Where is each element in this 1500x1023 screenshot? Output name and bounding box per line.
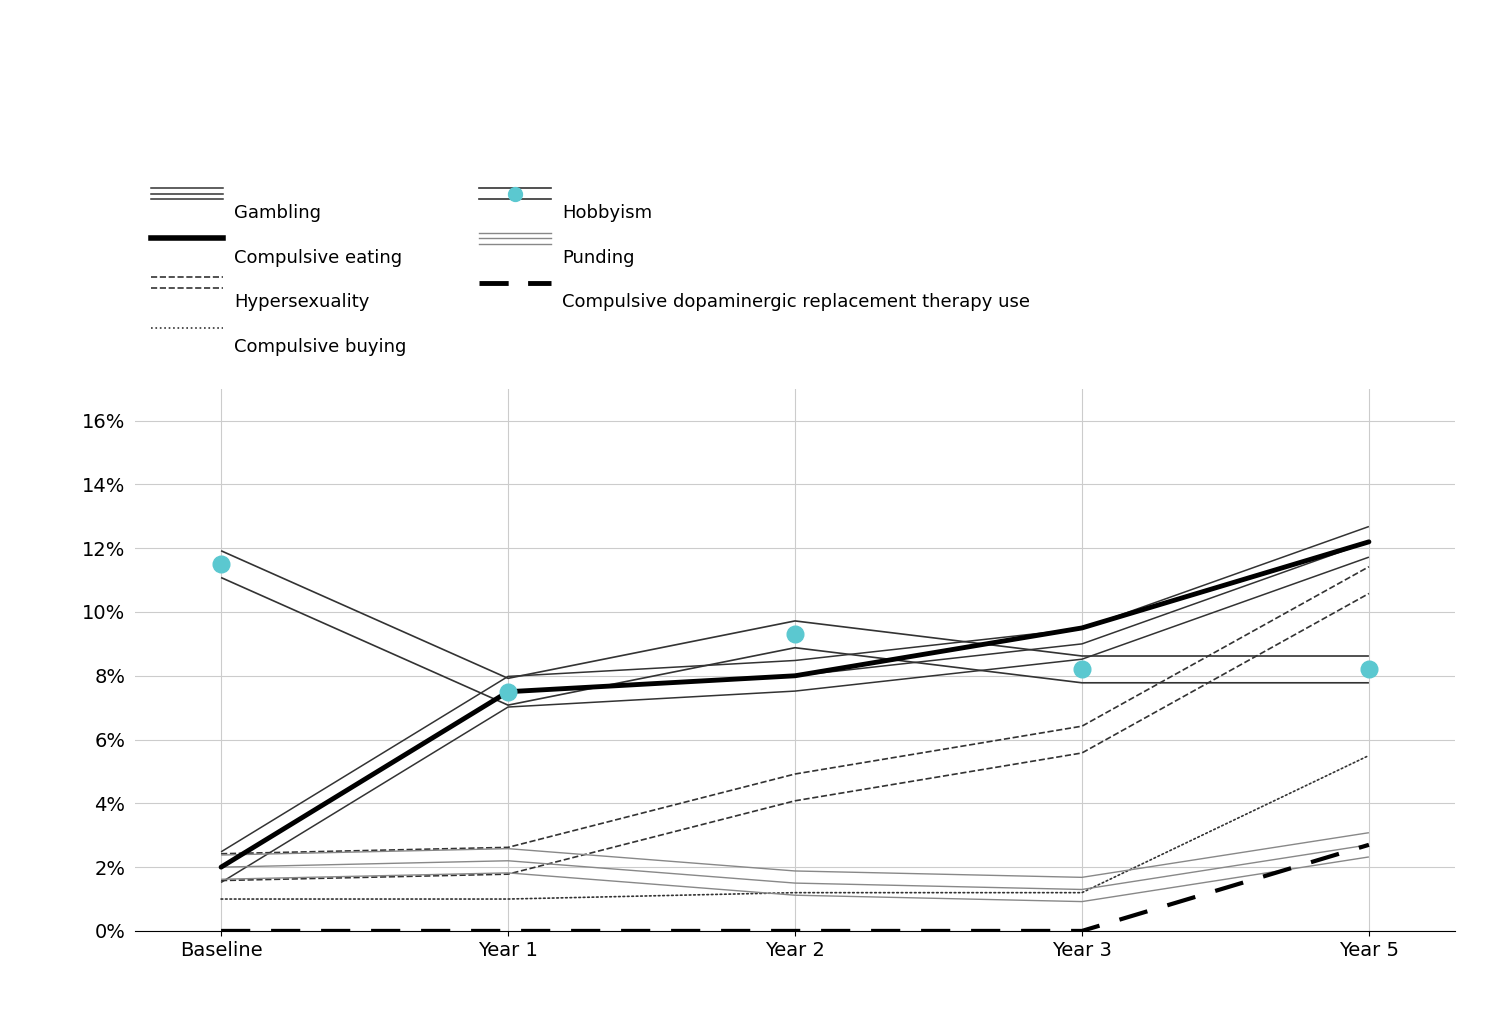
Legend: Gambling, Compulsive eating, Hypersexuality, Compulsive buying, Hobbyism, Pundin: Gambling, Compulsive eating, Hypersexual… (144, 190, 1036, 369)
